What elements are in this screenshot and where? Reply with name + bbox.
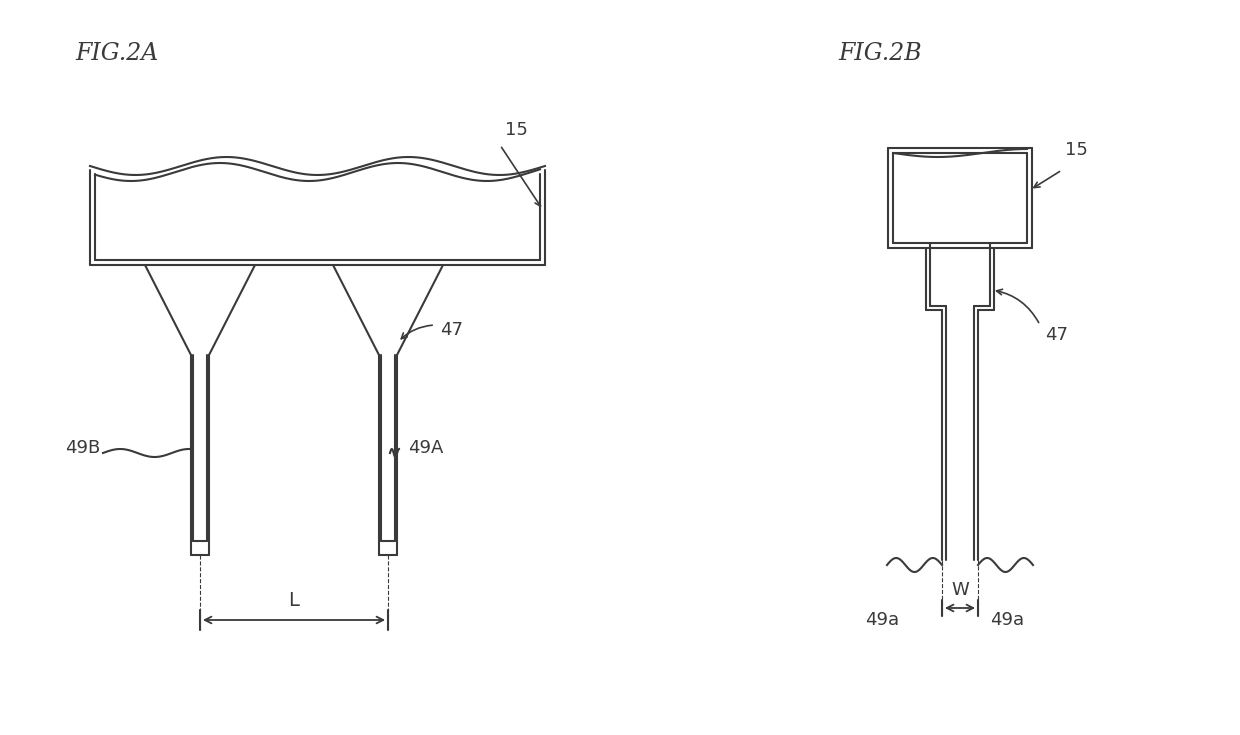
Text: 47: 47 <box>440 321 463 339</box>
Text: 15: 15 <box>505 121 528 139</box>
Text: 49a: 49a <box>990 611 1024 629</box>
Text: FIG.2B: FIG.2B <box>838 42 921 65</box>
Text: W: W <box>951 581 968 599</box>
Text: 49a: 49a <box>866 611 899 629</box>
Text: 47: 47 <box>1045 326 1068 344</box>
Text: L: L <box>289 591 299 610</box>
Text: FIG.2A: FIG.2A <box>74 42 159 65</box>
Text: 49A: 49A <box>408 439 444 457</box>
Text: 15: 15 <box>1065 141 1087 159</box>
Text: 49B: 49B <box>64 439 100 457</box>
